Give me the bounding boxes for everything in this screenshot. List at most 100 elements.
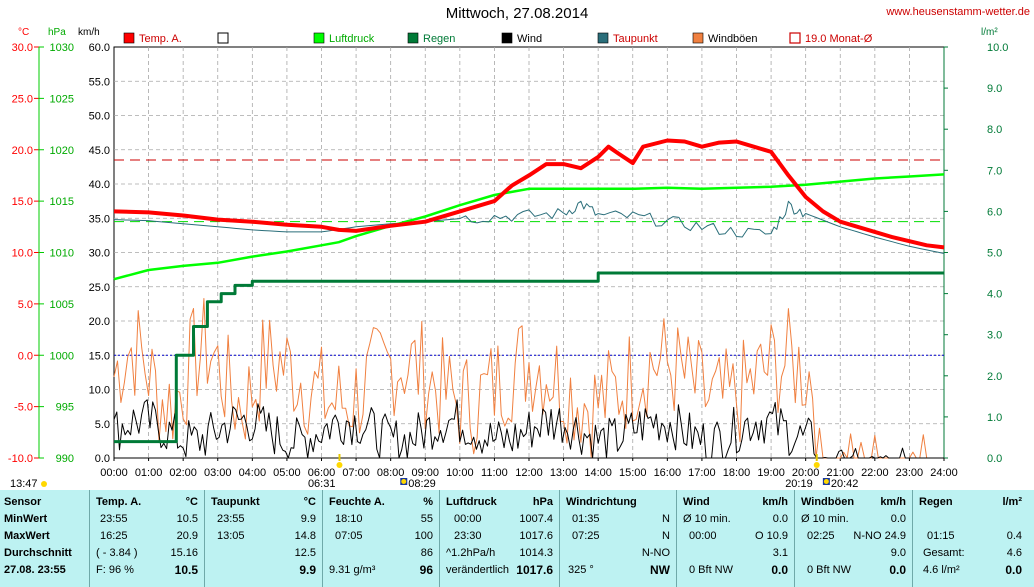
wind-tick-label: 35.0: [89, 213, 110, 225]
wind-tick-label: 55.0: [89, 76, 110, 88]
moon-phase-icon: [823, 479, 829, 484]
dew-max-time: 13:05: [217, 530, 245, 542]
pressure-tick-label: 1030: [50, 42, 74, 54]
temp-min: 10.5: [176, 513, 198, 525]
label-sensor: Sensor: [4, 496, 42, 508]
hum-min: 55: [420, 513, 433, 525]
time-tick-label: 19:00: [757, 467, 785, 479]
wind-min: 0.0: [772, 513, 788, 525]
rain-tick-label: 5.0: [987, 248, 1002, 260]
stats-wind-column: Wind km/h Ø 10 min. 0.0 00:00 O 10.9 3.1…: [677, 490, 795, 587]
dir-min: N: [662, 513, 670, 525]
legend-swatch: [313, 32, 325, 44]
wind-avg: 3.1: [772, 547, 788, 559]
time-tick-label: 18:00: [723, 467, 751, 479]
rain-total-label: Gesamt:: [923, 547, 965, 559]
hum-unit: %: [423, 496, 433, 508]
gust-bft: 0 Bft NW: [807, 564, 852, 576]
stats-panel: Sensor MinWert MaxWert Durchschnitt 27.0…: [0, 490, 1034, 587]
legend-label: 19.0 Monat-Ø: [805, 33, 873, 45]
rain-tick-label: 10.0: [987, 42, 1008, 54]
time-tick-label: 13:00: [550, 467, 578, 479]
dir-max-time: 07:25: [572, 530, 600, 542]
series-luftdruck: [113, 173, 945, 281]
wind-axis-unit: km/h: [78, 27, 100, 38]
dew-min: 9.9: [300, 513, 316, 525]
chart-series: [113, 138, 945, 459]
label-avg: Durchschnitt: [4, 547, 72, 559]
temp-avg: 15.16: [170, 547, 198, 559]
gust-max-time: 02:25: [807, 530, 835, 542]
legend-swatch: [692, 32, 704, 44]
updated-time-label: 13:47: [10, 478, 38, 490]
time-tick-label: 24:00: [930, 467, 958, 479]
wind-tick-label: 25.0: [89, 282, 110, 294]
time-tick-label: 05:00: [273, 467, 301, 479]
temp-avg-note: ( - 3.84 ): [96, 547, 138, 559]
rain-max: 0.4: [1006, 530, 1022, 542]
website-link[interactable]: www.heusenstamm-wetter.de: [886, 6, 1030, 18]
dir-degrees: 325 °: [568, 564, 594, 576]
temp-tick-label: 5.0: [18, 299, 33, 311]
dir-current: NW: [650, 563, 670, 577]
time-tick-label: 14:00: [584, 467, 612, 479]
stats-gust-column: Windböen km/h Ø 10 min. 0.0 02:25 N-NO 2…: [795, 490, 913, 587]
time-tick-label: 02:00: [169, 467, 197, 479]
wind-bft: 0 Bft NW: [689, 564, 734, 576]
rain-axis-unit: l/m²: [981, 27, 998, 38]
press-max: 1017.6: [519, 530, 553, 542]
wind-tick-label: 10.0: [89, 385, 110, 397]
chart-title: Mittwoch, 27.08.2014: [445, 5, 589, 22]
pressure-axis-unit: hPa: [48, 27, 66, 38]
temp-current: 10.5: [174, 563, 198, 577]
series-temp: [113, 138, 945, 250]
rain-tick-label: 1.0: [987, 412, 1002, 424]
time-tick-label: 23:00: [896, 467, 924, 479]
sunrise-sun-icon: [336, 462, 343, 468]
rain-cur-note: 4.6 l/m²: [923, 564, 960, 576]
pressure-tick-label: 1005: [50, 299, 74, 311]
dir-max: N: [662, 530, 670, 542]
press-cur-note: verändertlich: [446, 564, 509, 576]
rain-unit: l/m²: [1002, 496, 1022, 508]
legend-label: Taupunkt: [613, 33, 658, 45]
press-min-time: 00:00: [454, 513, 482, 525]
marker-time-label: 06:31: [308, 478, 336, 490]
pressure-tick-label: 1010: [50, 248, 74, 260]
rain-tick-label: 0.0: [987, 453, 1002, 465]
stats-dew-column: Taupunkt °C 23:55 9.9 13:05 14.8 12.5 9.…: [205, 490, 323, 587]
legend-swatch-empty: [217, 32, 229, 44]
hum-max: 100: [414, 530, 433, 542]
pressure-tick-label: 990: [56, 453, 74, 465]
dir-avg: N-NO: [641, 547, 670, 559]
gust-title: Windböen: [801, 496, 855, 508]
wind-current: 0.0: [771, 563, 788, 577]
hum-cur-note: 9.31 g/m³: [329, 564, 376, 576]
temp-tick-label: 30.0: [12, 42, 33, 54]
label-max: MaxWert: [4, 530, 50, 542]
gust-avg: 9.0: [890, 547, 906, 559]
chart-legend: Temp. A. Luftdruck Regen Wind Taupunkt Windbö…: [123, 32, 873, 45]
time-tick-label: 03:00: [204, 467, 232, 479]
wind-title: Wind: [683, 496, 710, 508]
gust-min-note: Ø 10 min.: [801, 513, 849, 525]
stats-temp-column: Temp. A. °C 23:55 10.5 16:25 20.9 ( - 3.…: [90, 490, 205, 587]
legend-swatch: [597, 32, 609, 44]
temp-tick-label: 10.0: [12, 248, 33, 260]
series-windboeen: [113, 298, 944, 459]
stats-pressure-column: Luftdruck hPa 00:00 1007.4 23:30 1017.6 …: [440, 490, 560, 587]
label-date: 27.08. 23:55: [4, 564, 66, 576]
pressure-tick-label: 1020: [50, 145, 74, 157]
time-tick-label: 04:00: [239, 467, 267, 479]
press-unit: hPa: [532, 496, 553, 508]
time-tick-label: 01:00: [135, 467, 163, 479]
stats-direction-column: Windrichtung 01:35 N 07:25 N N-NO 325 ° …: [560, 490, 677, 587]
press-min: 1007.4: [519, 513, 553, 525]
temp-max-time: 16:25: [100, 530, 128, 542]
series-wind: [113, 399, 944, 459]
sun-moon-markers: 06:31 08:29 20:19 20:42 13:47: [10, 454, 858, 490]
moon-phase-icon: [401, 479, 407, 484]
sunset-sun-icon: [813, 462, 820, 468]
rain-tick-label: 3.0: [987, 330, 1002, 342]
chart-axes: °C hPa km/h l/m² 30.0 25.0 20.0 15.0 10.0 5.0 0.0 -…: [8, 27, 1009, 479]
